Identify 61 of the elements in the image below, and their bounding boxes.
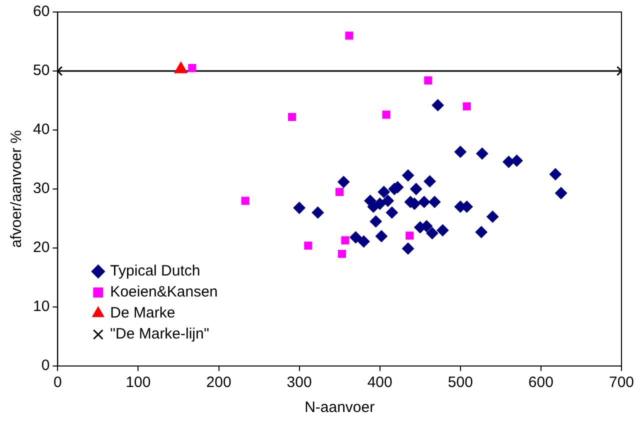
y-axis-title: afvoer/aanvoer % <box>8 130 26 248</box>
y-tick-label: 20 <box>32 239 50 256</box>
legend-label: Typical Dutch <box>110 262 200 280</box>
point <box>188 64 196 72</box>
point <box>428 196 441 208</box>
point <box>304 242 312 250</box>
point <box>338 176 350 188</box>
point <box>410 183 422 195</box>
point <box>424 175 436 188</box>
point <box>293 202 306 214</box>
point <box>375 230 388 242</box>
x-tick-label: 200 <box>206 374 232 392</box>
point <box>549 168 562 180</box>
x-tick-label: 300 <box>286 374 312 392</box>
legend-label: De Marke <box>110 304 176 322</box>
point <box>378 186 390 198</box>
point <box>476 148 488 160</box>
point <box>436 224 449 236</box>
point <box>462 102 471 110</box>
point <box>288 112 296 122</box>
point <box>486 210 499 223</box>
point <box>312 206 324 219</box>
point <box>402 169 414 182</box>
y-tick-label: 60 <box>32 3 50 20</box>
point <box>358 236 370 248</box>
y-tick-label: 10 <box>32 298 50 316</box>
point <box>424 76 432 84</box>
point <box>336 188 344 196</box>
point <box>370 215 382 228</box>
x-tick-label: 400 <box>367 374 392 392</box>
point <box>454 146 466 158</box>
point <box>382 110 390 119</box>
x-tick-label: 100 <box>126 374 151 392</box>
point <box>406 232 414 240</box>
y-tick-label: 30 <box>32 180 50 198</box>
point <box>502 156 515 168</box>
y-tick-label: 40 <box>32 121 50 138</box>
legend-label: "De Marke-lijn" <box>110 326 210 343</box>
point <box>510 154 523 167</box>
point <box>418 196 430 208</box>
point <box>475 226 488 238</box>
x-axis-title: N-aanvoer <box>304 399 375 416</box>
x-tick-label: 700 <box>608 374 634 392</box>
point <box>402 242 414 255</box>
x-tick-label: 600 <box>528 374 554 392</box>
point <box>350 231 362 244</box>
point <box>432 99 444 112</box>
point <box>241 196 250 205</box>
x-tick-label: 500 <box>448 374 473 392</box>
y-tick-label: 0 <box>41 357 50 374</box>
legend-label: Koeien&Kansen <box>110 284 218 301</box>
point <box>345 32 354 40</box>
point <box>338 250 346 258</box>
point <box>374 198 386 210</box>
x-tick-label: 0 <box>54 374 62 392</box>
y-tick-label: 50 <box>32 62 50 80</box>
point <box>382 194 394 207</box>
point <box>426 227 438 240</box>
point <box>341 236 350 244</box>
point <box>386 206 398 219</box>
point <box>555 187 568 200</box>
